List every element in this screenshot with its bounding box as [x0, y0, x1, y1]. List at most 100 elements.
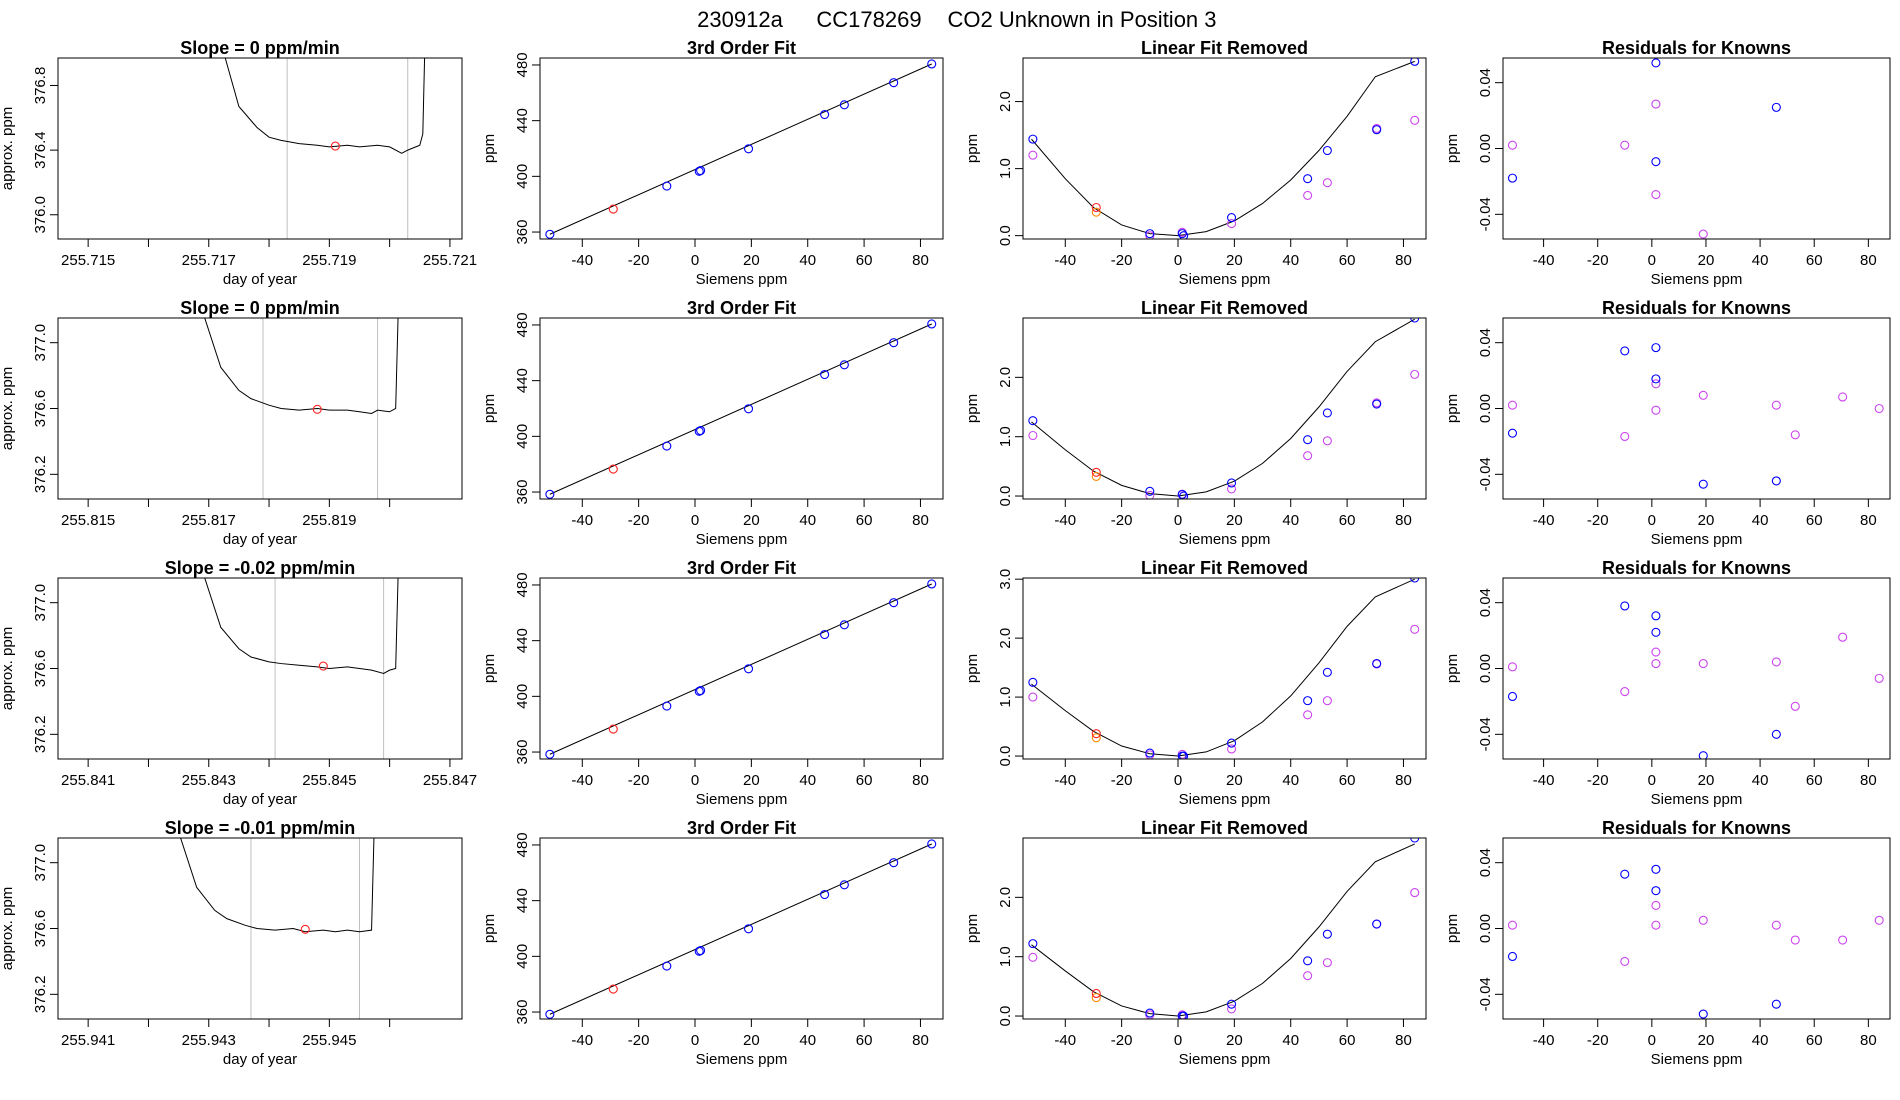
known-residual-point [1226, 999, 1237, 1009]
previous-residual-point [1507, 400, 1518, 410]
previous-residual-point [1874, 403, 1884, 414]
linear-y-axis-tick-label: 2.0 [997, 91, 1014, 112]
known-standard-point [820, 889, 830, 900]
fit-title: 3rd Order Fit [687, 38, 796, 58]
fit-panel: -40 -20 0 20 40 60 80 360 400 440 480 3rd Order Fit… [481, 558, 944, 808]
linear-x-axis-tick-label: 80 [1395, 1032, 1412, 1049]
row-1: 255.715 255.717 255.719 255.721 376.0 376.4 37… [0, 38, 1891, 288]
known-residual-point [1620, 346, 1630, 356]
known-residual-point [1507, 951, 1518, 962]
known-residual-point [1028, 134, 1038, 144]
residuals-x-axis-tick-label: 80 [1860, 1032, 1877, 1049]
known-residual-point [1177, 229, 1187, 239]
time-series-frame [57, 57, 463, 240]
known-residual-point [1303, 696, 1313, 706]
residuals-x-axis-tick-label: 0 [1648, 772, 1656, 789]
previous-residual-point [1651, 99, 1661, 109]
linear-y-axis-tick-label: 2.0 [997, 367, 1014, 388]
previous-run-point [1410, 369, 1420, 379]
linear-y-axis-tick-label: 1.0 [997, 426, 1014, 447]
time-ylabel: approx. ppm [0, 887, 16, 970]
unknown-previous-point [1091, 733, 1101, 743]
known-standard-point [889, 78, 899, 88]
linear-y-axis-tick-label: 2.0 [997, 628, 1014, 649]
known-residual-point [1651, 611, 1661, 621]
unknown-sample-point [608, 204, 618, 214]
known-standard-point [820, 109, 830, 120]
linear-x-axis-tick-label: 60 [1339, 512, 1356, 529]
linear-frame [1022, 577, 1427, 760]
unknown-residual-point [1091, 988, 1101, 999]
known-residual-point [1028, 416, 1038, 426]
known-standard-point [889, 598, 899, 608]
known-residual-point [1372, 125, 1382, 135]
known-residual-point [1651, 886, 1661, 896]
known-standard-point [927, 839, 937, 849]
residuals-title: Residuals for Knowns [1602, 38, 1791, 58]
time-series-panel: 255.841 255.843 255.845 255.847 376.2 376.6 37… [0, 558, 477, 808]
time-series-plot-area [180, 838, 375, 1019]
linear-x-axis-tick-label: 0 [1174, 252, 1182, 269]
row-4: 255.941 255.943 255.945 376.2 376.6 377.0 Slop… [0, 818, 1891, 1068]
analyzer-trace-line [204, 318, 399, 414]
time-x-axis-tick-label: 255.943 [182, 1032, 236, 1049]
time-x-axis-tick-label: 255.715 [61, 252, 115, 269]
known-standard-point [927, 59, 937, 69]
previous-run-point [1145, 490, 1155, 499]
fit-x-axis-tick-label: 80 [912, 512, 929, 529]
residuals-y-axis-tick-label: 0.00 [1477, 654, 1494, 683]
time-x-axis-tick-label: 255.719 [302, 252, 356, 269]
fit-x-axis-tick-label: 0 [691, 1032, 699, 1049]
known-standard-point [694, 426, 704, 436]
linear-x-axis-tick-label: 80 [1395, 512, 1412, 529]
previous-residual-point [1790, 935, 1800, 945]
linear-x-axis-tick-label: 0 [1174, 1032, 1182, 1049]
linear-x-axis-tick-label: 80 [1395, 772, 1412, 789]
linear-x-axis-tick-label: 60 [1339, 252, 1356, 269]
known-residual-point [1145, 1008, 1155, 1018]
fit-ylabel: ppm [481, 394, 498, 423]
known-residual-point [1651, 864, 1661, 874]
curvature-line [1031, 578, 1415, 757]
known-standard-point [662, 441, 672, 451]
time-y-axis-tick-label: 376.8 [32, 67, 49, 105]
residuals-frame [1502, 577, 1891, 760]
slope-title: Slope = -0.02 ppm/min [165, 558, 356, 578]
known-residual-point [1410, 318, 1420, 323]
analyzer-trace-line [204, 578, 399, 674]
linear-title: Linear Fit Removed [1141, 38, 1308, 58]
linear-y-axis-tick-label: 1.0 [997, 687, 1014, 708]
previous-residual-point [1790, 430, 1800, 440]
known-standard-point [545, 489, 555, 499]
fit-x-axis-tick-label: 20 [743, 1032, 760, 1049]
previous-residual-point [1507, 920, 1518, 930]
fit-panel: -40 -20 0 20 40 60 80 360 400 440 480 3rd Order Fit… [481, 818, 944, 1068]
residuals-plot-area [1507, 601, 1884, 759]
residuals-x-axis-tick-label: -40 [1533, 772, 1555, 789]
known-residual-point [1620, 601, 1630, 611]
previous-residual-point [1698, 659, 1708, 669]
fit-ylabel: ppm [481, 914, 498, 943]
unknown-residual-point [1091, 729, 1101, 739]
previous-residual-point [1698, 390, 1708, 400]
previous-run-point [1410, 624, 1420, 634]
unknown-residual-point [1091, 467, 1101, 477]
fit-x-axis-tick-label: -40 [571, 252, 593, 269]
linear-x-axis-tick-label: -40 [1054, 772, 1076, 789]
fit-x-axis-tick-label: 40 [799, 772, 816, 789]
unknown-residual-point [1091, 202, 1101, 213]
linear-plot-area [1028, 838, 1420, 1019]
known-residual-point [1028, 939, 1038, 949]
linear-y-axis-tick-label: 0.0 [997, 486, 1014, 507]
previous-residual-point [1651, 900, 1661, 911]
known-standard-point [696, 425, 706, 436]
residuals-x-axis-tick-label: 20 [1698, 772, 1715, 789]
fit-plot-area [545, 579, 937, 759]
known-standard-point [743, 664, 754, 674]
linear-x-axis-tick-label: -20 [1111, 252, 1133, 269]
residuals-x-axis-tick-label: 0 [1648, 252, 1656, 269]
fit-x-axis-tick-label: 40 [799, 252, 816, 269]
known-residual-point [1372, 399, 1382, 409]
previous-run-point [1028, 430, 1038, 441]
known-residual-point [1028, 677, 1038, 687]
